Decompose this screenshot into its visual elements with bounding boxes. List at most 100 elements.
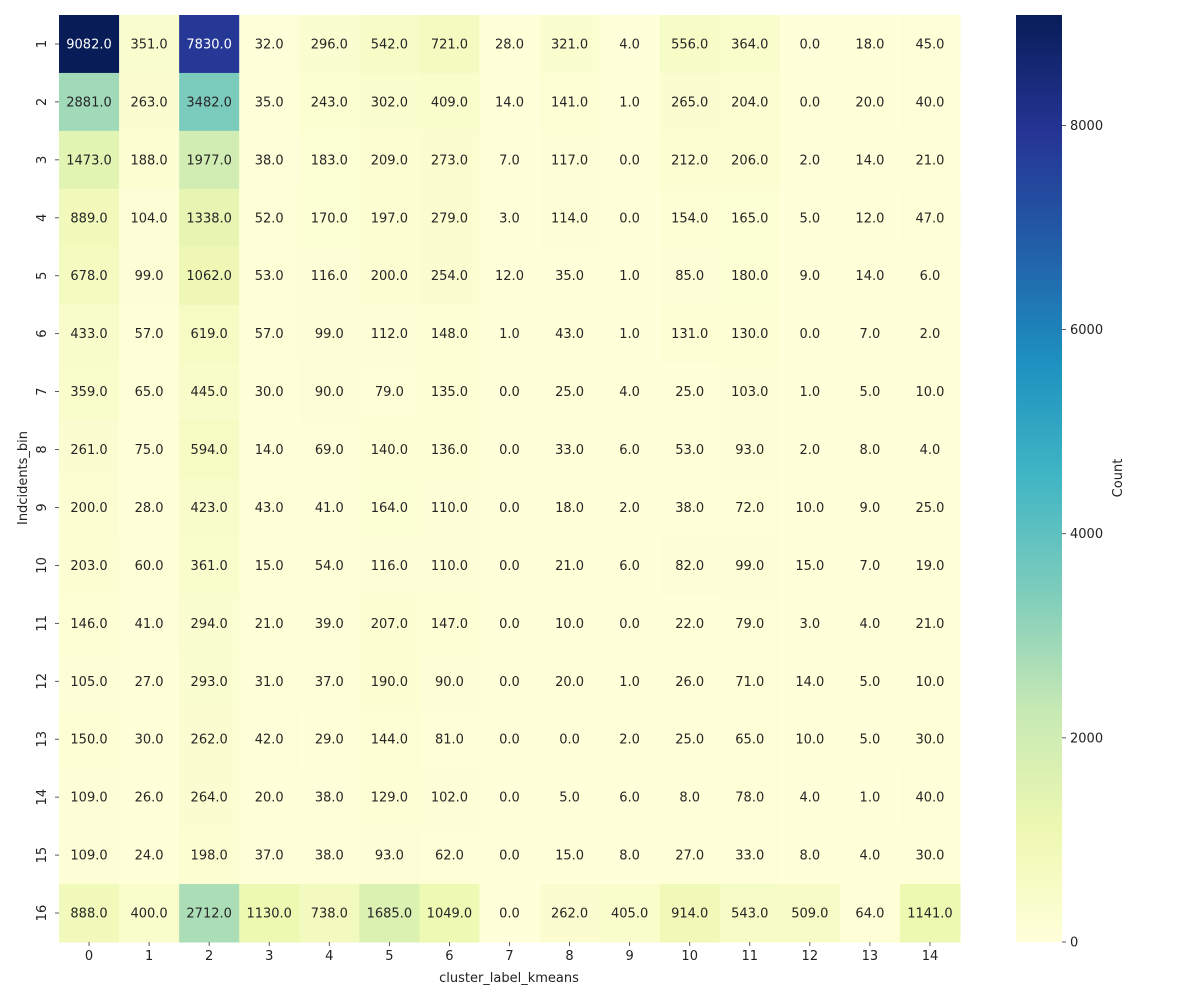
y-tick-label: 2	[35, 98, 50, 106]
cell-value-label: 1.0	[499, 327, 520, 342]
heatmap-cell	[359, 478, 420, 537]
heatmap-cell	[899, 420, 961, 479]
cell-value-label: 27.0	[675, 849, 704, 864]
heatmap-cell	[659, 768, 721, 827]
cell-value-label: 99.0	[315, 327, 344, 342]
heatmap-cell	[419, 130, 480, 190]
cell-value-label: 243.0	[311, 95, 348, 110]
cell-value-label: 279.0	[431, 211, 468, 226]
cell-value-label: 14.0	[795, 675, 824, 690]
cell-value-label: 0.0	[499, 617, 520, 632]
heatmap-cell	[239, 362, 300, 422]
heatmap-cell	[599, 884, 661, 943]
cell-value-label: 4.0	[920, 443, 941, 458]
heatmap-cell	[419, 15, 480, 74]
heatmap-cell	[779, 420, 841, 479]
cell-value-label: 264.0	[191, 791, 228, 806]
x-tick-label: 7	[505, 949, 513, 964]
heatmap-cell	[359, 652, 420, 711]
heatmap-cell	[59, 710, 120, 769]
cell-value-label: 321.0	[551, 37, 588, 52]
cell-value-label: 0.0	[499, 501, 520, 516]
y-tick-label: 1	[35, 40, 50, 48]
cell-value-label: 15.0	[555, 849, 584, 864]
heatmap-cell	[839, 362, 901, 422]
heatmap-cell	[359, 362, 420, 422]
cell-value-label: 721.0	[431, 37, 468, 52]
heatmap-cell	[299, 420, 360, 479]
cell-value-label: 9.0	[860, 501, 881, 516]
heatmap-cell	[539, 536, 601, 595]
heatmap-cell	[179, 420, 240, 479]
heatmap-cell	[299, 536, 360, 595]
heatmap-cell	[239, 478, 300, 537]
x-tick-label: 8	[565, 949, 573, 964]
cell-value-label: 2712.0	[186, 907, 232, 922]
heatmap-cell	[899, 188, 961, 248]
cell-value-label: 207.0	[371, 617, 408, 632]
cell-value-label: 8.0	[679, 791, 700, 806]
heatmap-cell	[539, 362, 601, 422]
cell-value-label: 109.0	[70, 849, 107, 864]
heatmap-cell	[119, 768, 180, 827]
cell-value-label: 8.0	[619, 849, 640, 864]
x-tick-label: 2	[205, 949, 213, 964]
heatmap-cell	[299, 478, 360, 537]
heatmap-cell	[179, 362, 240, 422]
heatmap-cell	[779, 362, 841, 422]
heatmap-cell	[119, 652, 180, 711]
heatmap-cell	[779, 594, 841, 653]
cell-value-label: 20.0	[855, 95, 884, 110]
cell-value-label: 30.0	[135, 733, 164, 748]
cell-value-label: 112.0	[371, 327, 408, 342]
cell-value-label: 79.0	[375, 385, 404, 400]
cell-value-label: 21.0	[915, 617, 944, 632]
heatmap-cell	[779, 536, 841, 595]
x-tick-label: 10	[681, 949, 698, 964]
cell-value-label: 273.0	[431, 153, 468, 168]
cell-value-label: 296.0	[311, 37, 348, 52]
heatmap-cell	[899, 768, 961, 827]
cell-value-label: 4.0	[860, 849, 881, 864]
cell-value-label: 543.0	[731, 907, 768, 922]
heatmap-cell	[779, 478, 841, 537]
cell-value-label: 8.0	[799, 849, 820, 864]
cell-value-label: 1.0	[619, 327, 640, 342]
heatmap-cell	[179, 304, 240, 364]
heatmap-cell	[119, 362, 180, 422]
heatmap-cell	[419, 362, 480, 422]
cell-value-label: 1.0	[619, 675, 640, 690]
cell-value-label: 25.0	[675, 733, 704, 748]
heatmap-cell	[59, 826, 120, 885]
cell-value-label: 131.0	[671, 327, 708, 342]
cell-value-label: 135.0	[431, 385, 468, 400]
cell-value-label: 35.0	[555, 269, 584, 284]
heatmap-cell	[839, 188, 901, 248]
y-tick-label: 3	[35, 156, 50, 164]
heatmap-cell	[239, 768, 300, 827]
y-tick-label: 13	[35, 731, 50, 748]
heatmap-cell	[659, 420, 721, 479]
cell-value-label: 0.0	[499, 907, 520, 922]
x-tick-label: 12	[802, 949, 819, 964]
heatmap-cell	[119, 478, 180, 537]
heatmap-cell	[419, 478, 480, 537]
heatmap-cell	[479, 884, 541, 943]
heatmap-cell	[239, 188, 300, 248]
cell-value-label: 1.0	[799, 385, 820, 400]
heatmap-cell	[359, 420, 420, 479]
heatmap-cell	[479, 652, 541, 711]
cell-value-label: 9.0	[799, 269, 820, 284]
cell-value-label: 10.0	[795, 501, 824, 516]
heatmap-cell	[59, 594, 120, 653]
cell-value-label: 261.0	[70, 443, 107, 458]
heatmap-cell	[899, 362, 961, 422]
cell-value-label: 509.0	[791, 907, 828, 922]
heatmap-cell	[119, 72, 180, 132]
cell-value-label: 2.0	[799, 443, 820, 458]
heatmap-cell	[479, 188, 541, 248]
cell-value-label: 30.0	[915, 849, 944, 864]
heatmap-cell	[719, 420, 781, 479]
cell-value-label: 0.0	[619, 211, 640, 226]
